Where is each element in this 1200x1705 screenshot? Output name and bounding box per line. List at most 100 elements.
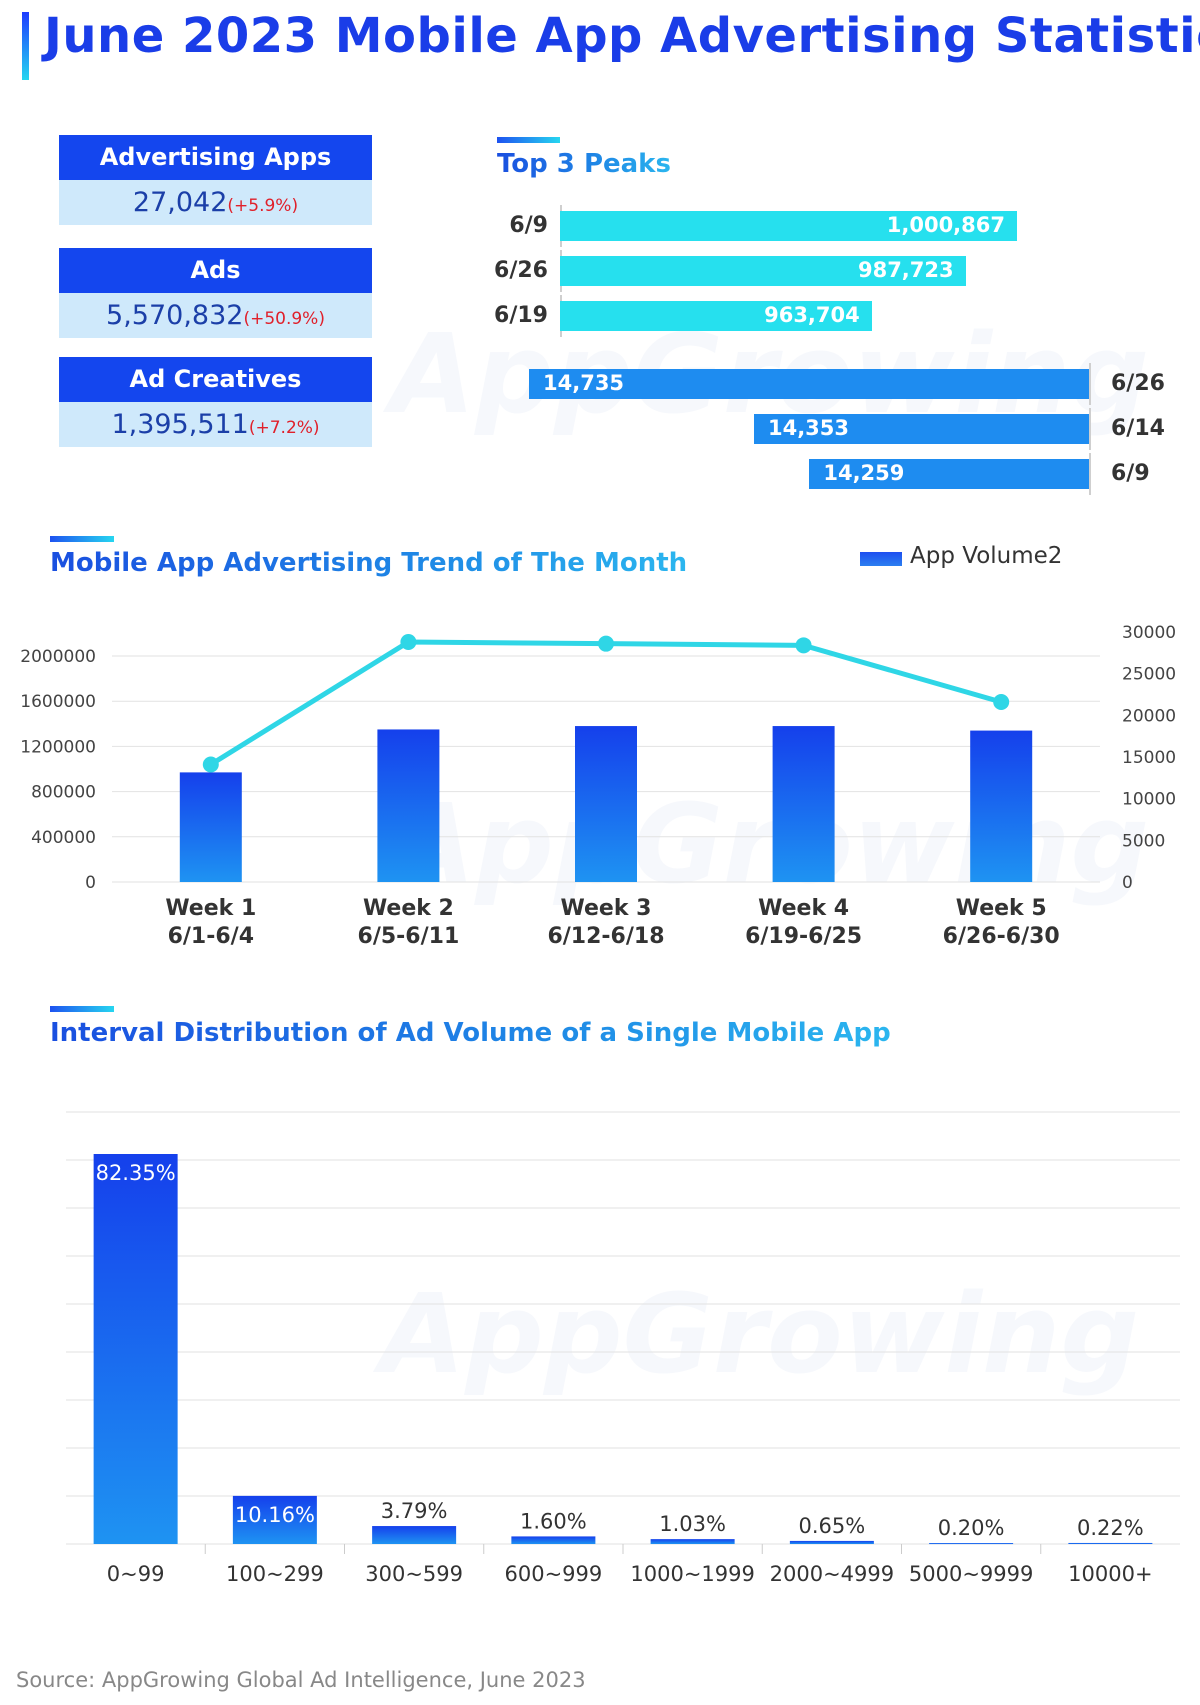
dist-value-label: 0.65%: [799, 1514, 866, 1538]
peak-apps-bar: [809, 459, 1089, 489]
ads-header: Ads: [59, 248, 372, 293]
dist-category-label: 0~99: [107, 1562, 165, 1586]
advertising-apps-value: 27,042: [132, 187, 228, 218]
peak-apps-bar: [529, 369, 1089, 399]
dist-category-label: 2000~4999: [770, 1562, 894, 1586]
ads-value: 5,570,832: [106, 300, 244, 331]
peak-ads-date: 6/26: [494, 258, 548, 283]
trend-bar: [377, 729, 440, 882]
peak-apps-bar: [753, 414, 1089, 444]
trend-right-tick: 15000: [1122, 748, 1176, 768]
dist-bar: [372, 1526, 457, 1544]
page-title: June 2023 Mobile App Advertising Statist…: [44, 8, 1200, 64]
distribution-chart: 82.35% 0~99 10.16% 100~299 3.79% 300~599 1.60%…: [66, 1111, 1180, 1586]
dist-bar: [93, 1154, 178, 1544]
peak-apps-axis-tick: [1089, 453, 1091, 495]
peak-ads-bar: [560, 256, 966, 286]
trend-right-tick: 5000: [1122, 831, 1165, 851]
trend-category-label: Week 3: [561, 896, 652, 921]
peak-ads-date: 6/19: [494, 303, 548, 328]
peak-apps-date: 6/26: [1111, 371, 1165, 396]
source-note: Source: AppGrowing Global Ad Intelligenc…: [16, 1668, 586, 1692]
ad-creatives-value: 1,395,511: [111, 409, 249, 440]
dist-category-label: 5000~9999: [909, 1562, 1033, 1586]
trend-left-tick: 1200000: [20, 737, 96, 757]
trend-category-label: 6/1-6/4: [168, 924, 254, 949]
peaks-accent-bar: [497, 137, 560, 143]
trend-bar: [179, 772, 242, 882]
dist-bar: [789, 1540, 874, 1544]
peak-apps-value: 14,259: [823, 461, 905, 485]
ad-creatives-header: Ad Creatives: [59, 357, 372, 402]
peak-ads-value: 987,723: [857, 258, 954, 282]
peak-apps-axis-tick: [1089, 408, 1091, 450]
dist-bar: [929, 1543, 1014, 1545]
trend-category-label: 6/19-6/25: [745, 924, 862, 949]
peak-apps-value: 14,353: [767, 416, 850, 440]
trend-left-tick: 800000: [31, 783, 96, 803]
dist-accent-bar: [50, 1006, 114, 1012]
trend-category-label: 6/26-6/30: [943, 924, 1060, 949]
peak-apps-date: 6/9: [1111, 461, 1150, 486]
trend-accent-bar: [50, 536, 114, 542]
trend-line-point: [993, 694, 1010, 710]
peak-apps-value: 14,735: [543, 371, 625, 395]
dist-title: Interval Distribution of Ad Volume of a …: [50, 1018, 891, 1048]
peak-ads-bar: [560, 301, 872, 331]
trend-category-label: Week 5: [956, 896, 1047, 921]
dist-bar: [650, 1539, 735, 1544]
trend-category-label: 6/12-6/18: [547, 924, 664, 949]
dist-category-label: 10000+: [1068, 1562, 1152, 1586]
trend-category-label: Week 1: [165, 896, 256, 921]
peak-ads-date: 6/9: [509, 213, 548, 238]
trend-left-tick: 400000: [31, 828, 96, 848]
dist-value-label: 1.03%: [659, 1512, 726, 1536]
trend-line-point: [795, 637, 812, 654]
trend-line-point: [400, 634, 417, 650]
trend-right-tick: 20000: [1122, 706, 1176, 726]
trend-category-label: 6/5-6/11: [358, 924, 460, 949]
advertising-apps-change: (+5.9%): [227, 196, 299, 216]
trend-line-point: [598, 635, 614, 652]
dist-bar: [232, 1495, 317, 1544]
advertising-apps-panel: 27,042(+5.9%): [59, 180, 372, 225]
dist-value-label: 10.16%: [235, 1503, 315, 1527]
trend-right-tick: 10000: [1122, 790, 1176, 810]
trend-left-tick: 2000000: [20, 647, 96, 667]
trend-left-tick: 1600000: [20, 692, 96, 712]
peak-apps-date: 6/14: [1111, 416, 1165, 441]
legend-label: App Volume2: [910, 543, 1063, 569]
trend-category-label: Week 4: [758, 896, 849, 921]
watermark-bottom: AppGrowing: [380, 1270, 1140, 1398]
dist-value-label: 82.35%: [96, 1161, 176, 1185]
dist-value-label: 1.60%: [520, 1509, 587, 1533]
dist-bar: [1068, 1542, 1153, 1544]
ads-panel: 5,570,832(+50.9%): [59, 293, 372, 338]
trend-right-tick: 0: [1122, 873, 1133, 893]
dist-category-label: 100~299: [226, 1562, 324, 1586]
dist-category-label: 600~999: [504, 1562, 602, 1586]
trend-bar: [772, 726, 835, 882]
trend-title: Mobile App Advertising Trend of The Mont…: [50, 548, 688, 578]
trend-bar: [970, 730, 1033, 882]
dist-value-label: 3.79%: [381, 1499, 448, 1523]
peak-ads-value: 1,000,867: [886, 213, 1005, 237]
dist-value-label: 0.22%: [1077, 1516, 1144, 1540]
dist-value-label: 0.20%: [938, 1516, 1005, 1540]
dist-bar: [511, 1536, 596, 1544]
advertising-apps-header: Advertising Apps: [59, 135, 372, 180]
trend-line-point: [202, 756, 219, 773]
trend-bar: [575, 726, 637, 882]
legend-swatch: [860, 552, 902, 566]
title-accent-bar: [22, 12, 29, 80]
dist-category-label: 300~599: [365, 1562, 463, 1586]
trend-chart: 2000000 1600000 1200000 800000 400000 0 30000 2…: [20, 623, 1176, 949]
peaks-chart: 6/9 1,000,867 6/26 987,723 6/19 963,704 14,735…: [0, 0, 1200, 500]
ad-creatives-panel: 1,395,511(+7.2%): [59, 402, 372, 447]
ad-creatives-change: (+7.2%): [248, 418, 320, 438]
peak-ads-value: 963,704: [764, 303, 860, 327]
ads-change: (+50.9%): [243, 309, 325, 329]
trend-right-tick: 30000: [1122, 623, 1176, 643]
trend-category-label: Week 2: [363, 896, 454, 921]
peak-ads-bar: [560, 211, 1017, 241]
